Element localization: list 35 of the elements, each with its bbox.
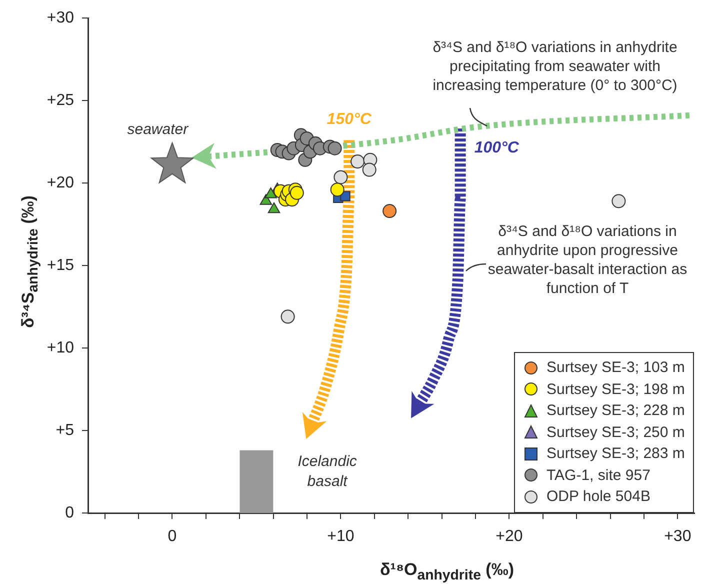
y-tick-label: 0: [65, 504, 74, 522]
x-tick-label: +10: [327, 528, 354, 546]
point: [330, 182, 344, 197]
point: [328, 141, 342, 156]
y-tick-label: +30: [46, 9, 74, 26]
legend-label: Surtsey SE-3; 228 m: [546, 402, 685, 420]
y-tick-label: +15: [46, 256, 74, 274]
x-tick-label: 0: [168, 528, 177, 546]
annotation: δ³⁴S and δ¹⁸O variations in anhydrite upon progressive seawater-basalt interaction as function of T: [486, 222, 688, 298]
legend-label: ODP hole 504B: [546, 488, 650, 506]
point: [382, 204, 397, 218]
point: [264, 188, 277, 198]
series-label: 150°C: [326, 111, 372, 128]
series-label: 100°C: [474, 140, 520, 157]
legend-label: Surtsey SE-3; 103 m: [546, 359, 685, 376]
y-tick-label: +5: [56, 422, 74, 439]
legend-label: Surtsey SE-3; 283 m: [546, 445, 685, 462]
y-tick-label: +25: [46, 92, 74, 109]
y-tick-label: +10: [46, 339, 74, 356]
y-tick-label: +20: [46, 174, 74, 192]
x-axis-title: δ¹⁸O$_{anhydrite}$ (‰): [380, 560, 514, 584]
legend-label: TAG-1, site 957: [546, 466, 650, 484]
annotation: seawater: [127, 120, 188, 140]
legend-label: Surtsey SE-3; 198 m: [546, 380, 685, 398]
point: [280, 310, 295, 324]
annotation: δ³⁴S and δ¹⁸O variations in anhydrite precipitating from seawater with increasing temperature (0° to 300°C): [432, 38, 678, 95]
legend-label: Surtsey SE-3; 250 m: [546, 424, 685, 441]
point: [362, 162, 376, 177]
point: [612, 194, 626, 208]
x-tick-label: +30: [664, 528, 692, 546]
point: [290, 186, 304, 200]
point: [350, 154, 365, 169]
x-tick-label: +20: [496, 528, 523, 546]
point: [334, 170, 348, 184]
annotation: Icelandic basalt: [296, 452, 358, 492]
